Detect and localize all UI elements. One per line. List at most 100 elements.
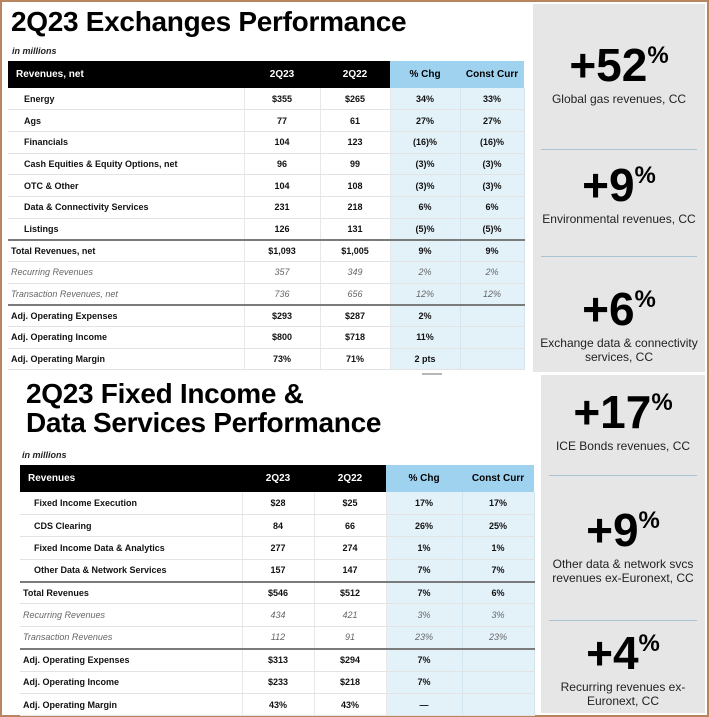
table-row: Adj. Operating Income $800 $718 11% <box>8 326 525 349</box>
row-label: Adj. Operating Expenses <box>20 647 243 672</box>
table-cell: $1,093 <box>244 238 321 262</box>
row-label: Cash Equities & Equity Options, net <box>8 153 245 176</box>
table-cell: $294 <box>314 647 387 672</box>
column-header: % Chg <box>390 61 460 88</box>
table-cell: 96 <box>244 153 321 176</box>
column-header: 2Q23 <box>244 61 320 88</box>
stat-value: +9% <box>586 504 660 556</box>
table-row: Total Revenues $546 $512 7% 6% <box>20 580 535 605</box>
table-cell: 99 <box>320 153 391 176</box>
table-cell: $287 <box>320 303 391 328</box>
table-cell: 6% <box>390 196 461 219</box>
table-cell <box>460 303 525 328</box>
highlight-stat: +17% ICE Bonds revenues, CC <box>541 389 705 453</box>
table-cell: (5)% <box>460 218 525 241</box>
highlight-stat: +6% Exchange data & connectivity service… <box>533 286 705 365</box>
table-row: Ags 77 61 27% 27% <box>8 109 525 132</box>
table-cell: 104 <box>244 131 321 154</box>
table-cell: 126 <box>244 218 321 241</box>
table-cell: 2% <box>390 261 461 284</box>
table-row: Recurring Revenues 434 421 3% 3% <box>20 603 535 627</box>
table-cell: $718 <box>320 326 391 349</box>
page-title: 2Q23 Fixed Income & <box>26 378 304 409</box>
table-cell: 23% <box>462 626 535 650</box>
table-cell: 421 <box>314 603 387 627</box>
table-cell: 131 <box>320 218 391 241</box>
table-cell: 9% <box>390 238 461 262</box>
stat-value: +9% <box>582 159 656 211</box>
exchanges-panel: 2Q23 Exchanges Performance in millions R… <box>4 4 532 372</box>
table-cell: 2 pts <box>390 348 461 371</box>
table-cell: 123 <box>320 131 391 154</box>
table-cell <box>460 326 525 349</box>
table-cell: 61 <box>320 109 391 132</box>
table-cell: (3)% <box>460 174 525 197</box>
row-label: Fixed Income Execution <box>20 492 243 515</box>
table-cell: 7% <box>386 580 463 605</box>
table-cell: 108 <box>320 174 391 197</box>
table-cell: 277 <box>242 536 315 560</box>
stat-value: +17% <box>573 386 673 438</box>
fixed-income-highlights: +17% ICE Bonds revenues, CC +9% Other da… <box>541 375 705 713</box>
table-row: Adj. Operating Margin 73% 71% 2 pts <box>8 348 525 371</box>
table-cell: $218 <box>314 671 387 695</box>
table-cell: 23% <box>386 626 463 650</box>
stat-value: +52% <box>569 39 669 91</box>
table-cell: $28 <box>242 492 315 515</box>
table-cell: 66 <box>314 514 387 538</box>
table-cell: 147 <box>314 559 387 583</box>
table-cell: 11% <box>390 326 461 349</box>
table-cell: 26% <box>386 514 463 538</box>
column-header: Const Curr <box>460 61 524 88</box>
row-label: Adj. Operating Margin <box>20 693 243 717</box>
table-cell: 43% <box>314 693 387 717</box>
table-row: Adj. Operating Expenses $293 $287 2% <box>8 303 525 328</box>
table-cell: $265 <box>320 88 391 111</box>
table-row: Financials 104 123 (16)% (16)% <box>8 131 525 154</box>
table-cell: 218 <box>320 196 391 219</box>
table-row: CDS Clearing 84 66 26% 25% <box>20 514 535 538</box>
highlight-stat: +52% Global gas revenues, CC <box>533 42 705 106</box>
units-note: in millions <box>12 46 57 56</box>
fixed-income-table: Revenues 2Q23 2Q22 % Chg Const Curr Fixe… <box>20 465 535 717</box>
highlight-stat: +4% Recurring revenues ex-Euronext, CC <box>541 630 705 709</box>
table-cell <box>460 348 525 371</box>
table-cell: 25% <box>462 514 535 538</box>
divider <box>549 620 697 621</box>
table-cell: — <box>386 693 463 717</box>
table-cell: 34% <box>390 88 461 111</box>
table-cell: $355 <box>244 88 321 111</box>
row-label: Ags <box>8 109 245 132</box>
table-cell: 12% <box>390 283 461 306</box>
divider <box>549 475 697 476</box>
row-label: Recurring Revenues <box>8 261 245 284</box>
row-label: Adj. Operating Income <box>20 671 243 695</box>
table-cell <box>462 647 535 672</box>
table-cell: (3)% <box>390 174 461 197</box>
table-cell: 7% <box>386 671 463 695</box>
table-row: Total Revenues, net $1,093 $1,005 9% 9% <box>8 238 525 262</box>
table-cell: 73% <box>244 348 321 371</box>
row-label: Energy <box>8 88 245 111</box>
column-header: % Chg <box>386 465 462 492</box>
table-cell: 656 <box>320 283 391 306</box>
row-label: Fixed Income Data & Analytics <box>20 536 243 560</box>
table-cell: $25 <box>314 492 387 515</box>
table-row: Adj. Operating Expenses $313 $294 7% <box>20 647 535 672</box>
table-cell: 12% <box>460 283 525 306</box>
exchanges-highlights: +52% Global gas revenues, CC +9% Environ… <box>533 4 705 372</box>
row-label: Transaction Revenues <box>20 626 243 650</box>
table-cell: (3)% <box>390 153 461 176</box>
table-cell: (3)% <box>460 153 525 176</box>
table-cell: $800 <box>244 326 321 349</box>
table-cell: 7% <box>462 559 535 583</box>
table-row: Energy $355 $265 34% 33% <box>8 88 525 111</box>
stat-caption: Environmental revenues, CC <box>542 212 696 226</box>
table-cell: 33% <box>460 88 525 111</box>
row-label: Data & Connectivity Services <box>8 196 245 219</box>
table-cell: 6% <box>460 196 525 219</box>
units-note: in millions <box>22 450 67 460</box>
row-label: Recurring Revenues <box>20 603 243 627</box>
table-row: Listings 126 131 (5)% (5)% <box>8 218 525 241</box>
